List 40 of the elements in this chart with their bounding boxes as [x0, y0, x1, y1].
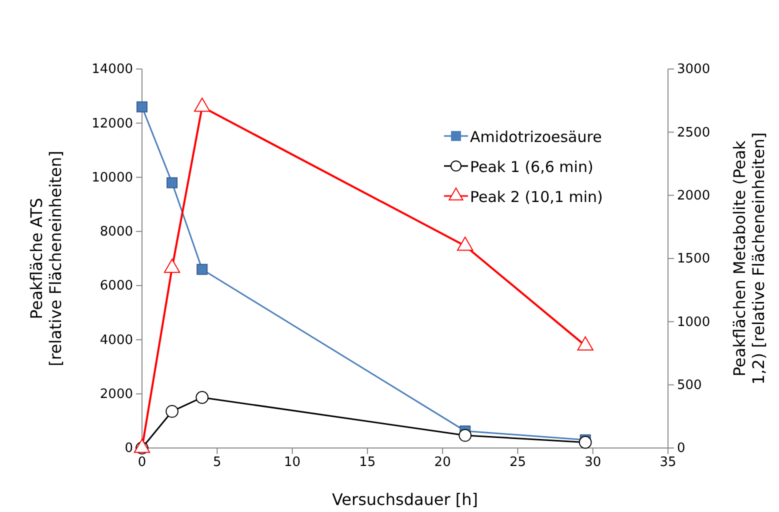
y-tick-label: 12000 — [92, 116, 133, 132]
x-tick-label: 10 — [284, 455, 301, 470]
y-tick-label: 14000 — [92, 62, 133, 78]
point — [166, 404, 178, 418]
point — [457, 236, 474, 251]
x-tick-label: 25 — [509, 455, 526, 470]
legend-label: Peak 2 (10,1 min) — [470, 188, 603, 206]
point — [166, 177, 178, 188]
y2-tick-label: 1000 — [677, 314, 710, 330]
y2-tick-label: 500 — [677, 378, 702, 393]
point — [578, 436, 592, 449]
point — [196, 264, 208, 275]
point — [164, 258, 180, 273]
x-tick-label: 5 — [213, 455, 222, 470]
y-tick-label: 10000 — [92, 170, 133, 186]
point — [458, 428, 472, 442]
point — [577, 336, 594, 351]
point — [194, 98, 210, 112]
y2-tick-label: 3000 — [677, 62, 710, 78]
y2-tick-label: 1500 — [677, 252, 710, 267]
y2-tick-label: 2500 — [677, 125, 710, 140]
legend-label: Amidotrizoesäure — [470, 128, 602, 146]
y-tick-label: 4000 — [100, 332, 133, 348]
y-tick-label: 0 — [124, 441, 133, 456]
y2-axis-title: Peakflächen Metabolite (Peak 1,2) [relative Flächeneinheiten] — [730, 132, 768, 385]
y-axis-title: Peakfläche ATS [relative Flächeneinheiten] — [27, 150, 66, 366]
x-tick-label: 30 — [584, 455, 602, 470]
y2-tick-label: 2000 — [677, 188, 710, 204]
y-tick-label: 6000 — [100, 278, 133, 294]
point — [196, 391, 209, 404]
y-tick-label: 2000 — [100, 387, 133, 402]
x-tick-label: 15 — [359, 455, 376, 470]
y2-tick-label: 0 — [677, 441, 686, 456]
x-axis-title: Versuchsdauer [h] — [332, 490, 478, 509]
x-tick-label: 35 — [660, 455, 676, 470]
x-tick-label: 0 — [138, 455, 146, 470]
legend-label: Peak 1 (6,6 min) — [470, 158, 594, 176]
x-tick-label: 20 — [434, 455, 451, 470]
y-tick-label: 8000 — [100, 224, 133, 240]
point — [136, 101, 148, 112]
